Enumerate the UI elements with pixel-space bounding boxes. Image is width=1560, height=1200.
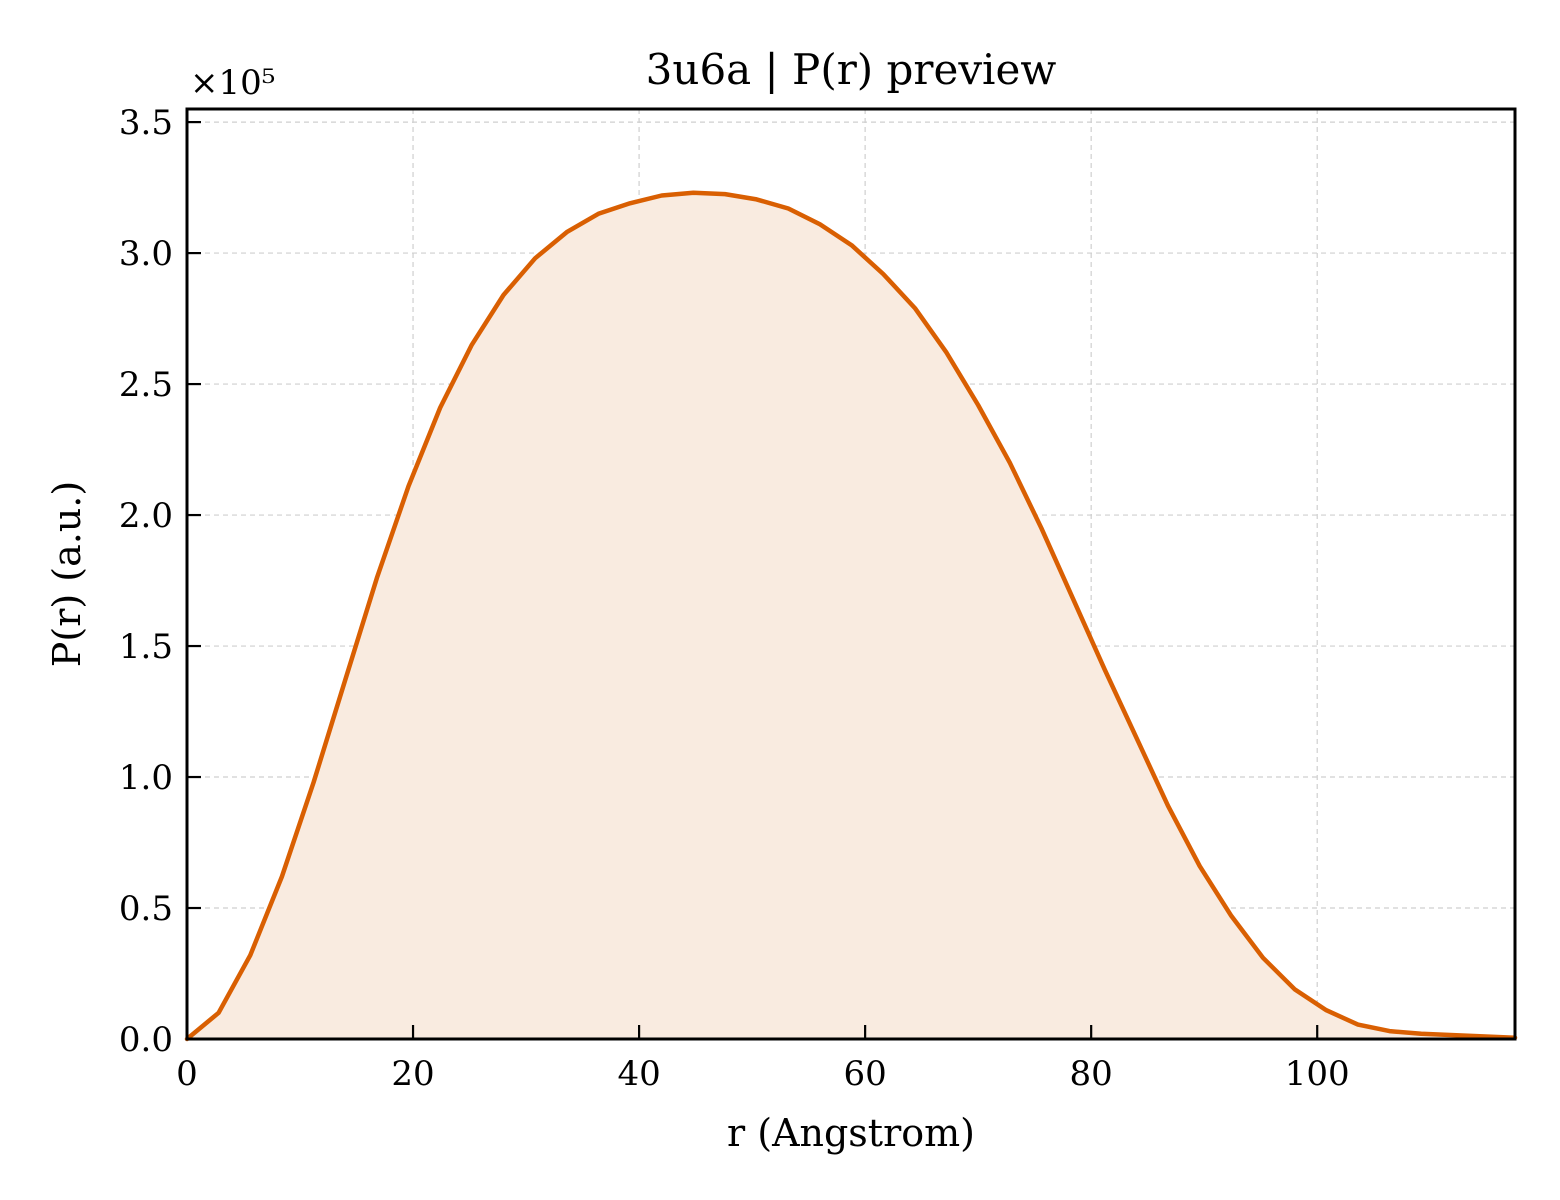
y-tick-label: 2.5 [119,365,173,405]
area-fill [187,192,1515,1040]
x-tick-label: 40 [617,1054,660,1094]
series-line [184,190,1518,1042]
tick-layer: 0 20 40 60 80 100 0.0 0.5 1.0 1.5 2.0 2.5 3.0 3.5 [119,103,1350,1094]
x-tick-label: 80 [1070,1054,1113,1094]
x-tick-label: 20 [391,1054,434,1094]
y-multiplier: ×10⁵ [190,63,275,103]
y-tick-label: 0.0 [119,1020,173,1060]
y-tick-label: 1.0 [119,758,173,798]
y-axis-label: P(r) (a.u.) [45,481,89,667]
x-tick-label: 60 [843,1054,886,1094]
y-tick-label: 0.5 [119,889,173,929]
x-tick-label: 100 [1285,1054,1350,1094]
x-tick-label: 0 [176,1054,198,1094]
y-tick-label: 1.5 [119,627,173,667]
y-tick-label: 3.0 [119,234,173,274]
y-tick-label: 3.5 [119,103,173,143]
y-tick-label: 2.0 [119,496,173,536]
x-axis-label: r (Angstrom) [727,1111,975,1155]
chart-title: 3u6a | P(r) preview [646,45,1057,94]
plot-frame [185,107,1517,1041]
